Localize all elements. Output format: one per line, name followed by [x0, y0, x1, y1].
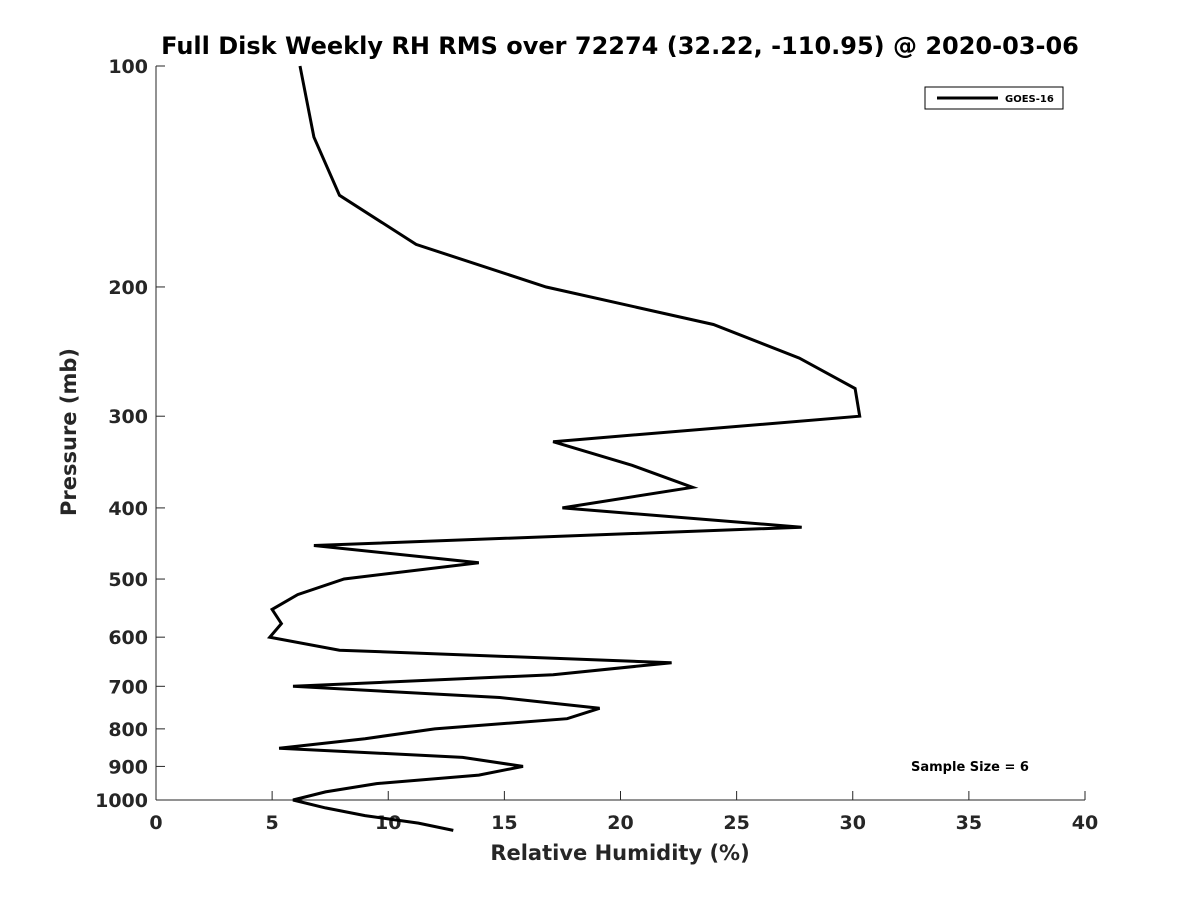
series-layer: [266, 65, 862, 832]
series-line-goes-16: [266, 65, 862, 832]
x-tick-label: 40: [1072, 812, 1098, 834]
axes: 0 5 10 15 20 25 30 35 40 100 200 300 400 500 600 700 800…: [95, 56, 1098, 834]
y-tick-label: 100: [108, 56, 148, 78]
x-tick-label: 10: [375, 812, 401, 834]
y-axis-label: Pressure (mb): [57, 348, 81, 516]
sample-size-annotation: Sample Size = 6: [911, 760, 1029, 775]
x-axis-label: Relative Humidity (%): [490, 841, 749, 865]
x-tick-label: 25: [723, 812, 749, 834]
legend-label: GOES-16: [1005, 94, 1054, 105]
y-tick-label: 900: [108, 756, 148, 778]
y-tick-label: 400: [108, 498, 148, 520]
y-tick-label: 500: [108, 569, 148, 591]
x-tick-label: 0: [149, 812, 162, 834]
y-tick-label: 200: [108, 277, 148, 299]
y-tick-label: 1000: [95, 790, 148, 812]
y-tick-label: 600: [108, 627, 148, 649]
chart-title: Full Disk Weekly RH RMS over 72274 (32.2…: [161, 32, 1079, 60]
x-tick-label: 5: [266, 812, 279, 834]
y-tick-label: 300: [108, 406, 148, 428]
legend: GOES-16: [924, 86, 1064, 110]
x-tick-label: 35: [956, 812, 982, 834]
y-tick-label: 700: [108, 676, 148, 698]
x-tick-label: 15: [491, 812, 517, 834]
y-tick-label: 800: [108, 719, 148, 741]
x-tick-label: 30: [840, 812, 866, 834]
x-tick-label: 20: [607, 812, 633, 834]
